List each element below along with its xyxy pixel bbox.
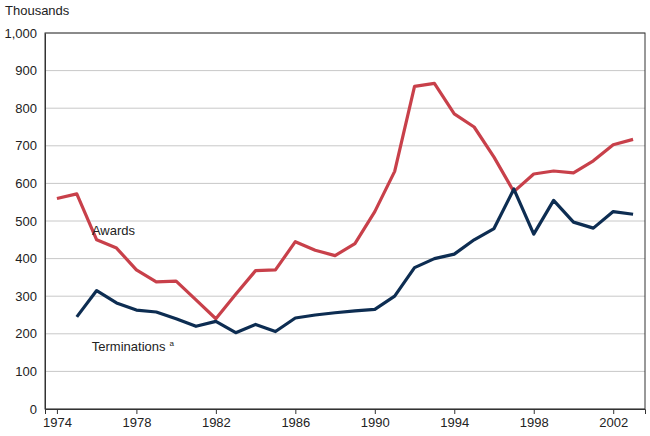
x-tick-mark — [295, 409, 296, 414]
series-labels: Awards Terminationsa — [92, 223, 175, 353]
grid-line — [45, 145, 645, 146]
y-tick: 500 — [15, 214, 45, 229]
x-tick-mark — [454, 409, 455, 414]
x-tick: 1986 — [281, 409, 310, 430]
grid-line — [45, 371, 645, 372]
x-tick-mark — [534, 409, 535, 414]
y-tick: 1,000 — [4, 26, 45, 41]
lines — [57, 83, 633, 332]
y-tick: 100 — [15, 364, 45, 379]
y-tick: 200 — [15, 326, 45, 341]
x-tick: 1998 — [520, 409, 549, 430]
chart: 01002003004005006007008009001,0001974197… — [0, 0, 650, 436]
series-line — [57, 83, 633, 318]
x-tick-mark — [216, 409, 217, 414]
y-tick-label: 0 — [30, 402, 37, 417]
y-tick-label: 500 — [15, 214, 37, 229]
x-tick: 2002 — [599, 409, 628, 430]
y-tick-label: 200 — [15, 326, 37, 341]
grid-line — [45, 296, 645, 297]
grid-line — [45, 258, 645, 259]
series-line — [77, 189, 633, 333]
x-tick-label: 1974 — [43, 415, 72, 430]
y-tick: 400 — [15, 251, 45, 266]
plot-frame — [45, 33, 645, 409]
y-axis: 0 100 200 300 400 500 600 700 800 900 1,000 — [4, 26, 45, 417]
y-tick-label: 900 — [15, 63, 37, 78]
x-tick: 1974 — [43, 409, 72, 430]
x-tick-mark — [613, 409, 614, 414]
y-tick-label: 700 — [15, 138, 37, 153]
y-tick: 600 — [15, 176, 45, 191]
y-tick-label: 600 — [15, 176, 37, 191]
x-tick: 1994 — [440, 409, 469, 430]
x-tick-mark — [57, 409, 58, 414]
plot: 01002003004005006007008009001,0001974197… — [4, 26, 645, 431]
y-tick-label: 300 — [15, 289, 37, 304]
y-tick: 800 — [15, 101, 45, 116]
y-tick-label: 400 — [15, 251, 37, 266]
x-tick-label: 1990 — [361, 415, 390, 430]
y-tick: 700 — [15, 138, 45, 153]
y-tick-label: 1,000 — [4, 26, 37, 41]
x-tick-label: 1982 — [202, 415, 231, 430]
x-tick: 1982 — [202, 409, 231, 430]
y-axis-title: Thousands — [5, 3, 70, 18]
x-axis: 1974 1978 1982 1986 1990 1994 1998 2002 — [43, 409, 646, 430]
y-axis-line — [45, 34, 46, 410]
x-tick-mark — [136, 409, 137, 414]
grid-line — [45, 70, 645, 71]
grid — [45, 33, 645, 409]
y-tick: 300 — [15, 289, 45, 304]
grid-line — [45, 333, 645, 334]
series-label: Awards — [92, 223, 136, 238]
x-tick: 1978 — [122, 409, 151, 430]
series-label: Terminationsa — [92, 339, 175, 354]
x-tick-label: 1998 — [520, 415, 549, 430]
x-tick-label: 2002 — [599, 415, 628, 430]
y-tick-label: 800 — [15, 101, 37, 116]
x-tick: 1990 — [361, 409, 390, 430]
x-tick-label: 1978 — [122, 415, 151, 430]
grid-line — [45, 221, 645, 222]
x-tick-label: 1986 — [281, 415, 310, 430]
grid-line — [45, 183, 645, 184]
grid-line — [45, 108, 645, 109]
y-tick: 900 — [15, 63, 45, 78]
y-tick-label: 100 — [15, 364, 37, 379]
x-axis-line — [46, 410, 646, 415]
x-tick-label: 1994 — [440, 415, 469, 430]
series-name: Awards — [92, 223, 136, 238]
x-tick-mark — [375, 409, 376, 414]
series-name: Terminations — [92, 339, 166, 354]
footnote-marker: a — [169, 339, 174, 348]
